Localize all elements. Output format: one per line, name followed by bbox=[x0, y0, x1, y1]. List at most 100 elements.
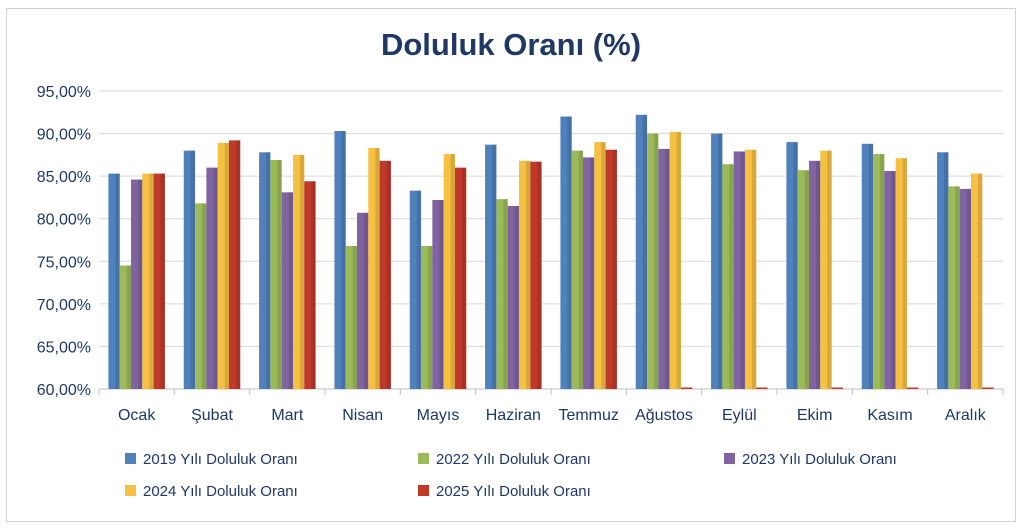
bar bbox=[820, 150, 832, 389]
bar bbox=[658, 148, 670, 389]
bar bbox=[583, 157, 595, 389]
bar bbox=[195, 203, 207, 389]
bar bbox=[119, 265, 132, 389]
y-tick-label: 75,00% bbox=[37, 254, 91, 271]
bar bbox=[605, 149, 617, 389]
bar bbox=[432, 199, 444, 389]
legend-item: 2022 Yılı Doluluk Oranı bbox=[418, 451, 591, 468]
y-tick-label: 90,00% bbox=[37, 127, 91, 144]
bar bbox=[443, 154, 455, 389]
legend-item: 2025 Yılı Doluluk Oranı bbox=[418, 483, 591, 500]
bar bbox=[797, 170, 810, 389]
y-tick-label: 60,00% bbox=[37, 382, 91, 399]
x-category-label: Mart bbox=[271, 407, 304, 424]
bar bbox=[454, 167, 467, 389]
bar-chart: Doluluk Oranı (%) 95,00% 90,00% 85,00% 80,0… bbox=[37, 27, 1004, 500]
legend-label: 2023 Yılı Doluluk Oranı bbox=[742, 451, 897, 468]
chart-title: Doluluk Oranı (%) bbox=[381, 27, 641, 62]
y-tick-label: 65,00% bbox=[37, 339, 91, 356]
bar bbox=[496, 199, 508, 389]
bar bbox=[594, 142, 606, 389]
y-tick-label: 80,00% bbox=[37, 212, 91, 229]
legend-item: 2023 Yılı Doluluk Oranı bbox=[724, 451, 897, 468]
x-category-label: Şubat bbox=[191, 407, 233, 424]
bar bbox=[108, 173, 120, 389]
bar bbox=[722, 164, 734, 389]
y-tick-label: 95,00% bbox=[37, 84, 91, 101]
bar bbox=[647, 133, 659, 389]
bar bbox=[530, 161, 542, 389]
legend-item: 2019 Yılı Doluluk Oranı bbox=[125, 451, 298, 468]
legend-label: 2019 Yılı Doluluk Oranı bbox=[143, 451, 298, 468]
legend-label: 2024 Yılı Doluluk Oranı bbox=[143, 483, 298, 500]
legend-swatch bbox=[418, 485, 429, 496]
bar bbox=[409, 190, 422, 389]
bar bbox=[518, 160, 531, 389]
bar bbox=[669, 131, 681, 389]
bar-empty bbox=[680, 387, 693, 389]
legend-swatch bbox=[125, 485, 136, 496]
bar bbox=[786, 142, 798, 389]
bar bbox=[217, 142, 229, 389]
legend-swatch bbox=[125, 453, 136, 464]
bar bbox=[635, 114, 648, 389]
bar bbox=[292, 154, 305, 389]
x-category-label: Mayıs bbox=[417, 407, 460, 424]
gridlines bbox=[98, 90, 1004, 395]
bar bbox=[485, 144, 497, 389]
bar bbox=[334, 131, 346, 389]
x-category-label: Ocak bbox=[118, 407, 156, 424]
bar bbox=[959, 188, 971, 389]
x-category-label: Kasım bbox=[867, 407, 912, 424]
bar bbox=[281, 192, 293, 389]
legend: 2019 Yılı Doluluk Oranı 2022 Yılı Doluluk… bbox=[125, 451, 897, 500]
bar bbox=[357, 212, 369, 389]
y-tick-label: 70,00% bbox=[37, 297, 91, 314]
x-category-label: Aralık bbox=[945, 407, 987, 424]
bar bbox=[228, 140, 241, 389]
bar bbox=[884, 171, 896, 389]
bar-empty bbox=[831, 387, 843, 389]
bar bbox=[183, 150, 196, 389]
bar bbox=[711, 133, 723, 389]
bar-empty bbox=[982, 387, 994, 389]
bar bbox=[560, 116, 572, 390]
chart-frame: Doluluk Oranı (%) 95,00% 90,00% 85,00% 80,0… bbox=[6, 8, 1016, 522]
x-category-label: Ağustos bbox=[635, 407, 693, 424]
bar bbox=[421, 245, 433, 389]
bar bbox=[809, 160, 821, 389]
legend-item: 2024 Yılı Doluluk Oranı bbox=[125, 483, 298, 500]
y-tick-label: 85,00% bbox=[37, 169, 91, 186]
bar bbox=[379, 160, 391, 389]
bar bbox=[368, 148, 380, 389]
bar bbox=[345, 245, 358, 389]
bar bbox=[937, 152, 949, 389]
x-category-label: Nisan bbox=[342, 407, 383, 424]
bar bbox=[861, 143, 874, 389]
bars bbox=[108, 114, 994, 390]
x-category-label: Haziran bbox=[486, 407, 541, 424]
x-axis-categories: Ocak Şubat Mart Nisan Mayıs Haziran Temmuz Ağus… bbox=[118, 407, 987, 424]
legend-label: 2022 Yılı Doluluk Oranı bbox=[436, 451, 591, 468]
legend-label: 2025 Yılı Doluluk Oranı bbox=[436, 483, 591, 500]
bar-empty bbox=[756, 387, 768, 389]
bar bbox=[206, 167, 218, 389]
bar bbox=[304, 181, 316, 389]
bar bbox=[270, 159, 282, 389]
x-category-label: Eylül bbox=[722, 407, 757, 424]
bar bbox=[259, 152, 271, 389]
bar-empty bbox=[906, 387, 919, 389]
x-category-label: Temmuz bbox=[558, 407, 618, 424]
bar bbox=[948, 186, 960, 389]
bar bbox=[733, 151, 745, 389]
bar bbox=[873, 154, 885, 389]
bar bbox=[142, 173, 154, 389]
bar bbox=[131, 179, 143, 389]
y-axis-ticks: 95,00% 90,00% 85,00% 80,00% 75,00% 70,00% 65,0… bbox=[37, 84, 91, 399]
legend-swatch bbox=[724, 453, 735, 464]
bar bbox=[970, 173, 983, 389]
bar bbox=[507, 205, 519, 389]
bar bbox=[153, 173, 165, 389]
bar bbox=[571, 150, 584, 389]
bar bbox=[744, 149, 757, 389]
